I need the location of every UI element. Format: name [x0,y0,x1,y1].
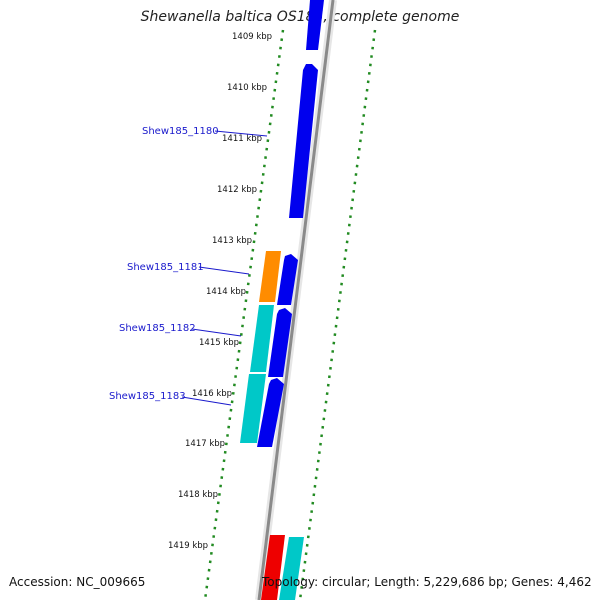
forward-gene-1183-pair[interactable] [257,378,284,447]
kbp-label: 1417 kbp [185,439,225,449]
cyan-feature-bottom[interactable] [279,537,304,600]
gene-labels: Shew185_1180 Shew185_1181 Shew185_1182 S… [109,126,268,406]
gene-label-1182[interactable]: Shew185_1182 [119,323,196,334]
gene-label-1183[interactable]: Shew185_1183 [109,391,186,402]
gene-1182-cyan[interactable] [250,305,274,372]
forward-gene-1180[interactable] [289,64,318,218]
outer-track-dotted [298,29,377,600]
kbp-label: 1414 kbp [206,287,246,297]
genome-backbone [257,0,335,600]
gene-label-1181[interactable]: Shew185_1181 [127,262,204,273]
kbp-label: 1419 kbp [168,541,208,551]
kbp-scale: 1409 kbp 1410 kbp 1411 kbp 1412 kbp 1413… [168,32,272,551]
kbp-label: 1411 kbp [222,134,262,144]
leader-line [214,130,268,137]
leader-line [191,328,242,337]
kbp-label: 1412 kbp [217,185,257,195]
gene-1183-cyan[interactable] [240,374,266,443]
kbp-label: 1413 kbp [212,236,252,246]
kbp-label: 1409 kbp [232,32,272,42]
kbp-label: 1415 kbp [199,338,239,348]
accession-text: Accession: NC_009665 [9,575,146,589]
inner-track-dotted [203,29,285,600]
red-feature-bottom[interactable] [261,535,285,600]
forward-gene-1182-pair[interactable] [268,308,292,377]
leader-line [198,266,250,275]
leader-line [181,396,232,406]
genome-summary-text: Topology: circular; Length: 5,229,686 bp… [262,575,592,589]
kbp-label: 1416 kbp [192,389,232,399]
forward-gene-1181-pair[interactable] [277,254,298,305]
kbp-label: 1410 kbp [227,83,267,93]
kbp-label: 1418 kbp [178,490,218,500]
map-title: Shewanella baltica OS185, complete genom… [140,9,460,25]
gene-label-1180[interactable]: Shew185_1180 [142,126,219,137]
forward-gene-top[interactable] [306,0,324,50]
gene-1181-orange[interactable] [259,251,281,302]
